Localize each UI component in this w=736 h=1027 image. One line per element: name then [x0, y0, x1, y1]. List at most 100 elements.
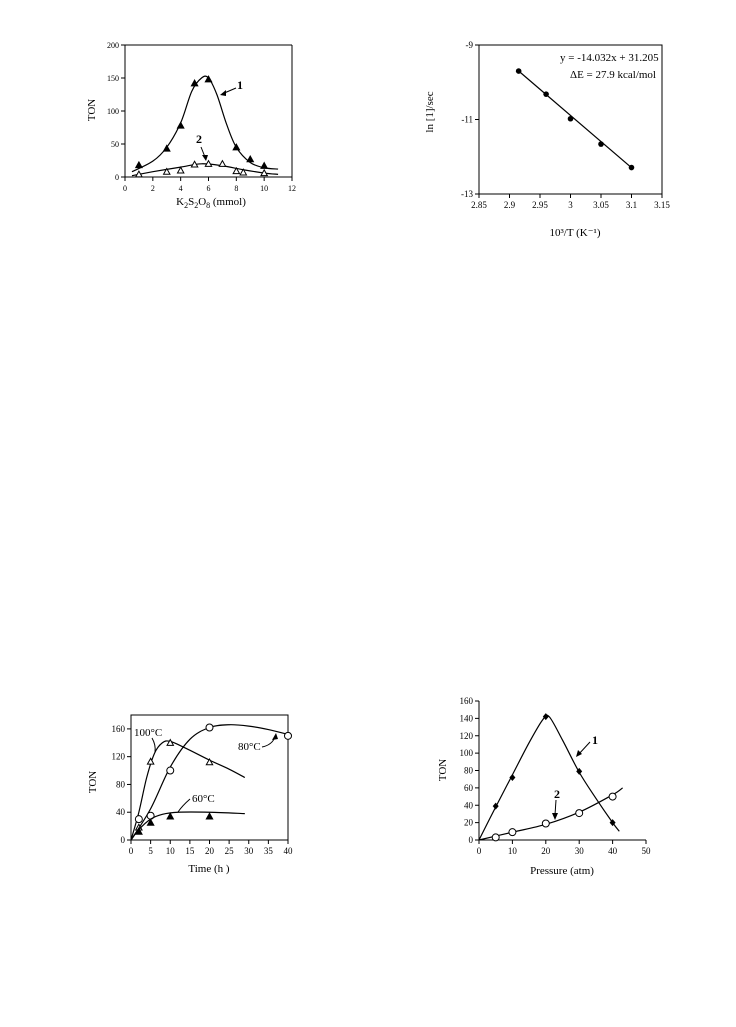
- data-point: [166, 812, 175, 820]
- x-tick-label: 3.1: [626, 200, 637, 210]
- x-tick-label: 5: [148, 846, 153, 856]
- x-tick-label: 2.95: [532, 200, 548, 210]
- arrowhead-80c: [272, 733, 278, 740]
- data-point: [609, 819, 616, 827]
- y-tick-label: 100: [107, 107, 119, 116]
- data-point: [190, 160, 199, 168]
- x-tick-label: 8: [234, 184, 238, 193]
- x-axis-label: Time (h ): [188, 863, 229, 875]
- data-point: [162, 167, 171, 175]
- arrow-series-2: [200, 146, 206, 158]
- leader-60c: [177, 798, 191, 813]
- series-curve-80°C: [130, 724, 289, 841]
- y-tick-label: -9: [466, 40, 474, 50]
- data-point: [166, 738, 175, 746]
- data-point: [239, 168, 248, 176]
- plot-frame: [130, 714, 289, 841]
- data-point: [515, 68, 522, 74]
- leader-100c: [151, 737, 156, 753]
- x-tick-label: 3.15: [654, 200, 670, 210]
- svg-text:TON: TON: [86, 99, 98, 121]
- data-point: [146, 818, 155, 826]
- plot-area: 2.85 2.9 2.95 3 3.05 3.1 3.15 -9 -11 -13: [461, 40, 670, 210]
- arrow-series-2: [554, 799, 557, 816]
- data-point: [508, 828, 517, 837]
- x-tick-label: 30: [575, 846, 585, 856]
- data-point: [232, 143, 241, 151]
- x-axis-label: K2S2O8 (mmol): [176, 196, 246, 210]
- y-tick-label: 120: [112, 752, 126, 762]
- arrowhead-series-2: [552, 813, 558, 820]
- data-point: [146, 811, 155, 820]
- arrow-series-1: [577, 741, 591, 756]
- y-tick-label: 160: [460, 696, 474, 706]
- y-tick-label: 80: [464, 766, 474, 776]
- x-tick-label: 40: [608, 846, 618, 856]
- data-point: [162, 144, 171, 152]
- data-point: [509, 773, 516, 781]
- data-point: [205, 757, 214, 766]
- data-point: [146, 757, 155, 765]
- y-axis-label: ln [1]/sec: [424, 91, 436, 132]
- y-tick-label: 100: [460, 748, 474, 758]
- data-point: [492, 802, 499, 810]
- activation-energy: ΔE = 27.9 kcal/mol: [570, 69, 656, 81]
- series-label-80c: 80°C: [238, 741, 261, 753]
- arrowhead-series-2: [202, 155, 208, 161]
- data-point: [205, 812, 214, 820]
- data-point: [246, 154, 255, 163]
- x-tick-label: 6: [207, 184, 211, 193]
- x-tick-label: 35: [264, 846, 274, 856]
- data-point: [543, 91, 549, 97]
- y-tick-label: 150: [107, 74, 119, 83]
- x-tick-label: 10: [508, 846, 518, 856]
- x-axis-label: 10³/T (K⁻¹): [550, 227, 601, 239]
- plot-frame: [478, 44, 663, 195]
- y-tick-label: -11: [461, 115, 473, 125]
- data-point: [134, 160, 143, 169]
- data-point: [176, 121, 185, 129]
- arrowhead-series-1: [576, 750, 582, 757]
- y-tick-label: 160: [112, 724, 126, 734]
- series-curve-60°C: [130, 811, 245, 841]
- y-tick-label: 80: [116, 779, 126, 789]
- leader-80c: [261, 736, 276, 748]
- data-point: [134, 170, 143, 178]
- data-point: [628, 164, 635, 171]
- y-tick-label: 200: [107, 41, 119, 50]
- y-axis-label: TON: [437, 759, 449, 781]
- data-point: [218, 159, 227, 167]
- data-point: [204, 75, 213, 83]
- data-point: [575, 809, 584, 818]
- x-tick-label: 20: [541, 846, 551, 856]
- data-point: [260, 161, 269, 169]
- y-tick-label: 0: [469, 835, 474, 845]
- y-tick-label: -13: [461, 189, 473, 199]
- arrowhead-series-1: [220, 90, 226, 96]
- data-point: [491, 833, 500, 842]
- fit-line: [518, 70, 632, 169]
- x-tick-label: 3.05: [593, 200, 609, 210]
- series-label-60c: 60°C: [192, 793, 215, 805]
- y-tick-label: 140: [460, 713, 474, 723]
- x-tick-label: 2: [151, 184, 155, 193]
- series-curve-2: [131, 163, 279, 177]
- data-point: [166, 766, 175, 775]
- x-tick-label: 2.85: [471, 200, 487, 210]
- x-tick-label: 0: [123, 184, 127, 193]
- data-point: [134, 827, 143, 835]
- data-point: [576, 767, 583, 775]
- data-point: [204, 159, 213, 167]
- series-label-1: 1: [592, 733, 598, 747]
- x-tick-label: 2.9: [504, 200, 516, 210]
- x-tick-label: 3: [568, 200, 573, 210]
- x-axis-label: Pressure (atm): [530, 865, 594, 877]
- x-tick-label: 25: [225, 846, 235, 856]
- series-curve-2: [478, 787, 623, 841]
- y-tick-label: 120: [460, 731, 474, 741]
- series-label-2: 2: [196, 132, 202, 146]
- data-point: [260, 168, 269, 177]
